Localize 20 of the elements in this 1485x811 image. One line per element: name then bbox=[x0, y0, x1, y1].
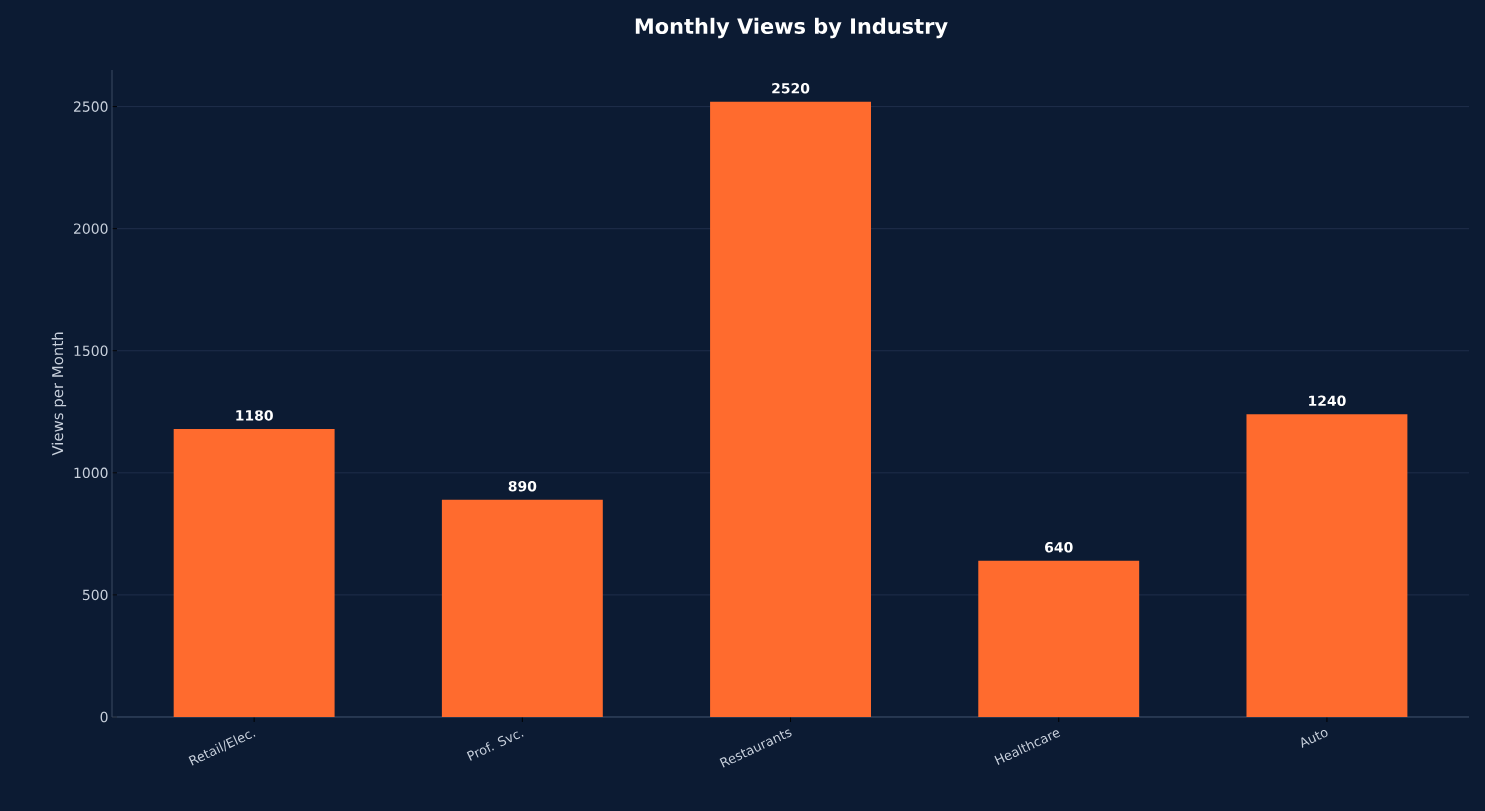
data-label: 640 bbox=[1045, 541, 1073, 553]
bar bbox=[173, 428, 335, 717]
bar bbox=[441, 499, 603, 717]
bar bbox=[1246, 414, 1408, 717]
x-tick-label: Auto bbox=[1301, 729, 1328, 748]
y-tick-label: 1500 bbox=[74, 345, 108, 357]
y-axis-title: Views per Month bbox=[51, 332, 67, 456]
bar bbox=[710, 101, 871, 717]
chart-title: Monthly Views by Industry bbox=[635, 17, 948, 39]
y-tick-label: 500 bbox=[82, 589, 108, 601]
data-label: 1180 bbox=[236, 410, 273, 421]
data-label: 890 bbox=[508, 480, 537, 492]
data-label: 1240 bbox=[1309, 395, 1346, 407]
data-label: 2520 bbox=[772, 82, 810, 94]
y-tick-label: 2000 bbox=[74, 223, 108, 234]
bar bbox=[978, 560, 1140, 717]
y-tick-label: 0 bbox=[100, 711, 108, 723]
y-tick-label: 1000 bbox=[74, 467, 108, 479]
x-tick-label: Prof. Svc. bbox=[466, 731, 524, 761]
y-tick-label: 2500 bbox=[74, 101, 108, 112]
